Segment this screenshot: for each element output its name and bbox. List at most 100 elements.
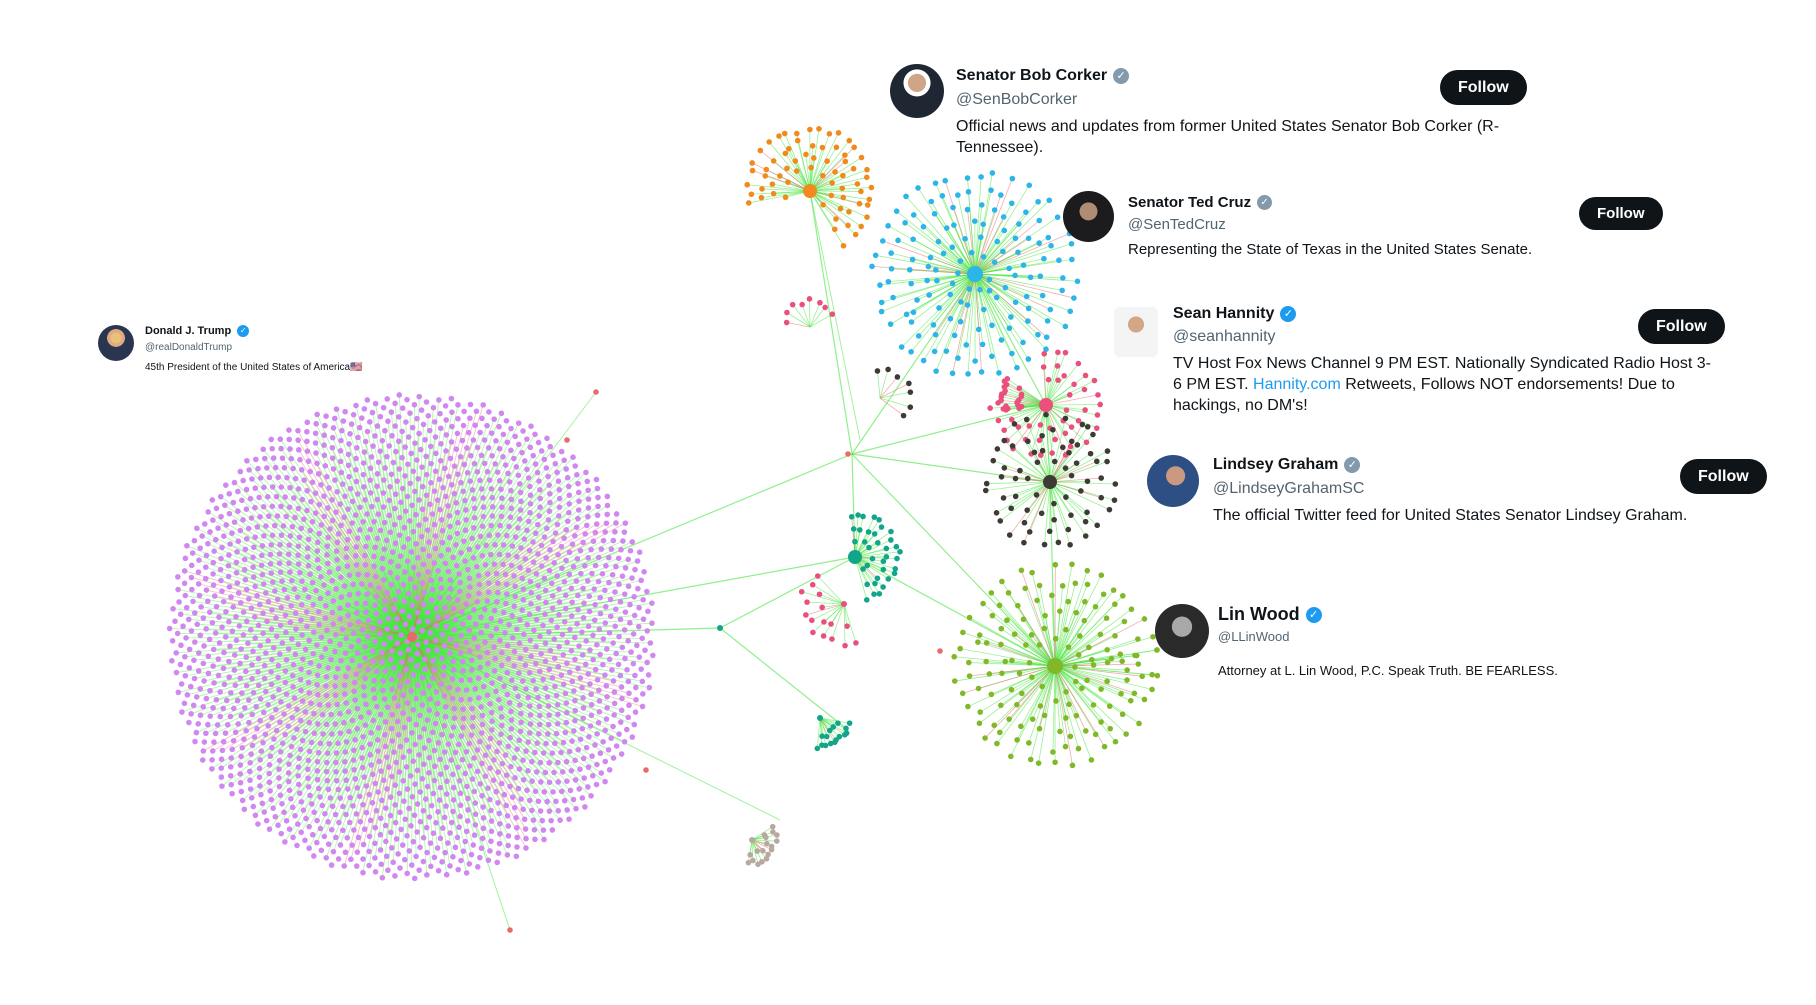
network-node xyxy=(541,456,548,463)
follow-button-graham[interactable]: Follow xyxy=(1680,459,1767,494)
verified-badge-icon: ✓ xyxy=(1113,68,1130,84)
network-node xyxy=(401,598,408,605)
network-node xyxy=(394,575,401,581)
network-node xyxy=(278,699,284,705)
network-node xyxy=(220,533,227,539)
network-node xyxy=(207,529,213,535)
profile-name-hannity[interactable]: Sean Hannity xyxy=(1173,305,1275,322)
profile-handle-wood[interactable]: @LLinWood xyxy=(1218,629,1290,644)
network-node xyxy=(498,780,505,787)
network-node xyxy=(295,781,302,788)
network-node xyxy=(532,431,538,438)
network-node xyxy=(635,623,642,630)
network-node xyxy=(345,451,352,458)
network-node xyxy=(429,586,436,593)
network-edge xyxy=(317,559,413,638)
network-node xyxy=(528,423,534,429)
network-node xyxy=(1039,432,1045,439)
network-node xyxy=(375,511,382,517)
network-edge xyxy=(411,557,609,638)
profile-handle-trump[interactable]: @realDonaldTrump xyxy=(145,342,233,353)
avatar-cruz[interactable] xyxy=(1063,191,1114,242)
follow-button-hannity[interactable]: Follow xyxy=(1638,309,1725,344)
network-edge xyxy=(411,629,625,638)
profile-name-graham[interactable]: Lindsey Graham xyxy=(1213,456,1339,473)
network-node xyxy=(233,559,240,566)
network-node xyxy=(549,605,556,612)
network-node xyxy=(242,576,249,583)
network-node xyxy=(189,550,196,556)
network-node xyxy=(405,590,412,597)
avatar-wood[interactable] xyxy=(1155,604,1209,658)
network-node xyxy=(1075,417,1082,424)
avatar-graham[interactable] xyxy=(1147,455,1199,507)
network-edge xyxy=(411,456,574,638)
network-node xyxy=(265,598,272,605)
profile-handle-corker[interactable]: @SenBobCorker xyxy=(956,91,1078,108)
profile-name-trump[interactable]: Donald J. Trump xyxy=(145,325,232,337)
profile-handle-cruz[interactable]: @SenTedCruz xyxy=(1128,216,1226,233)
network-node xyxy=(193,694,200,700)
network-node xyxy=(411,401,418,408)
network-node xyxy=(443,432,450,438)
network-node xyxy=(377,527,384,534)
network-node xyxy=(437,425,444,432)
network-edge xyxy=(345,636,413,654)
network-node xyxy=(1005,590,1012,596)
network-node xyxy=(486,580,492,587)
network-node xyxy=(765,851,771,858)
network-edge xyxy=(411,636,606,782)
network-node xyxy=(302,646,309,653)
network-node xyxy=(382,743,389,750)
network-node xyxy=(1067,733,1074,740)
network-node xyxy=(363,609,369,616)
network-node xyxy=(831,226,838,233)
network-edge xyxy=(405,636,413,670)
network-node xyxy=(195,581,202,587)
network-node xyxy=(769,823,776,830)
profile-name-cruz[interactable]: Senator Ted Cruz xyxy=(1128,194,1252,211)
profile-name-corker[interactable]: Senator Bob Corker xyxy=(956,67,1108,84)
avatar-trump[interactable] xyxy=(98,325,134,361)
network-node xyxy=(255,682,262,689)
network-node xyxy=(613,520,619,526)
network-node xyxy=(554,573,560,579)
network-node xyxy=(499,504,505,510)
network-node xyxy=(439,731,445,738)
network-edge xyxy=(300,636,413,691)
follow-button-cruz[interactable]: Follow xyxy=(1579,197,1663,230)
profile-handle-hannity[interactable]: @seanhannity xyxy=(1173,328,1276,345)
avatar-corker[interactable] xyxy=(890,64,944,118)
network-node xyxy=(433,623,440,629)
network-node xyxy=(1028,632,1035,638)
network-node xyxy=(372,400,379,407)
network-node xyxy=(794,137,801,144)
profile-name-wood[interactable]: Lin Wood xyxy=(1218,604,1300,624)
follow-button-corker[interactable]: Follow xyxy=(1440,70,1527,105)
network-edge xyxy=(748,190,811,204)
network-node xyxy=(1062,430,1069,437)
avatar-hannity[interactable] xyxy=(1114,307,1158,357)
network-node xyxy=(212,630,219,636)
network-node xyxy=(430,404,437,411)
network-edge xyxy=(411,636,419,805)
network-node xyxy=(445,568,452,575)
network-node xyxy=(461,538,467,544)
network-node xyxy=(622,609,629,615)
network-node xyxy=(339,481,346,487)
network-node xyxy=(235,721,241,727)
network-node xyxy=(243,536,250,542)
network-node xyxy=(445,473,452,480)
network-node xyxy=(885,576,892,582)
network-node xyxy=(409,794,416,800)
network-edge xyxy=(340,636,413,661)
network-node xyxy=(441,693,448,699)
network-node xyxy=(600,636,607,642)
network-edge xyxy=(1049,477,1102,483)
network-node xyxy=(717,625,723,631)
network-node xyxy=(493,626,500,632)
network-node xyxy=(238,753,244,760)
bio-link-hannity[interactable]: Hannity.com xyxy=(1253,376,1341,394)
network-node xyxy=(546,808,553,814)
profile-handle-graham[interactable]: @LindseyGrahamSC xyxy=(1213,480,1365,497)
